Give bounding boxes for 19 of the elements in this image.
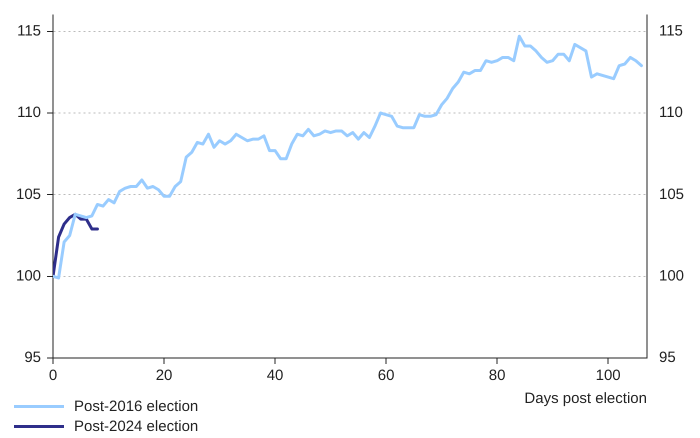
y-tick-label: 115 <box>17 22 42 40</box>
x-tick-label: 100 <box>596 367 621 384</box>
y2-tick-label: 100 <box>658 267 684 284</box>
x-tick-label: 0 <box>48 367 58 384</box>
y2-tick-label: 115 <box>658 22 683 40</box>
y2-tick-label: 105 <box>658 186 684 203</box>
y2-tick-label: 110 <box>658 104 683 122</box>
y-tick-label: 95 <box>24 349 42 366</box>
x-tick-label: 40 <box>266 367 284 384</box>
x-tick-label: 60 <box>378 367 394 384</box>
x-tick-label: 80 <box>488 367 506 384</box>
y-tick-label: 105 <box>16 186 42 203</box>
x-tick-label: 20 <box>156 367 172 384</box>
legend-label: Post-2016 election <box>74 398 198 414</box>
y2-tick-label: 95 <box>658 349 676 366</box>
y-tick-label: 110 <box>17 104 42 122</box>
y-tick-label: 100 <box>16 267 42 284</box>
x-axis-title: Days post election <box>524 390 647 408</box>
legend-label: Post-2024 election <box>74 418 198 434</box>
